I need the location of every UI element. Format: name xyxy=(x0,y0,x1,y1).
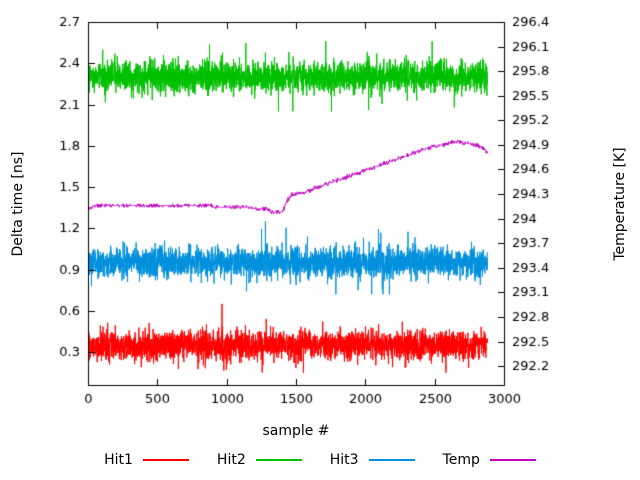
chart-legend: Hit1 Hit2 Hit3 Temp xyxy=(0,452,640,468)
legend-label: Hit3 xyxy=(329,452,359,468)
y-axis-label-right: Temperature [K] xyxy=(612,147,628,261)
y-axis-label-left: Delta time [ns] xyxy=(10,151,26,257)
x-axis-label: sample # xyxy=(262,423,330,439)
legend-line-swatch xyxy=(255,459,302,461)
legend-line-swatch xyxy=(368,459,415,461)
legend-item-hit1: Hit1 xyxy=(104,452,189,468)
legend-item-hit2: Hit2 xyxy=(217,452,302,468)
legend-label: Hit2 xyxy=(216,452,246,468)
legend-label: Temp xyxy=(442,452,480,468)
legend-line-swatch xyxy=(142,459,189,461)
legend-item-temp: Temp xyxy=(443,452,536,468)
legend-line-swatch xyxy=(489,459,536,461)
legend-item-hit3: Hit3 xyxy=(330,452,415,468)
legend-label: Hit1 xyxy=(104,452,133,468)
